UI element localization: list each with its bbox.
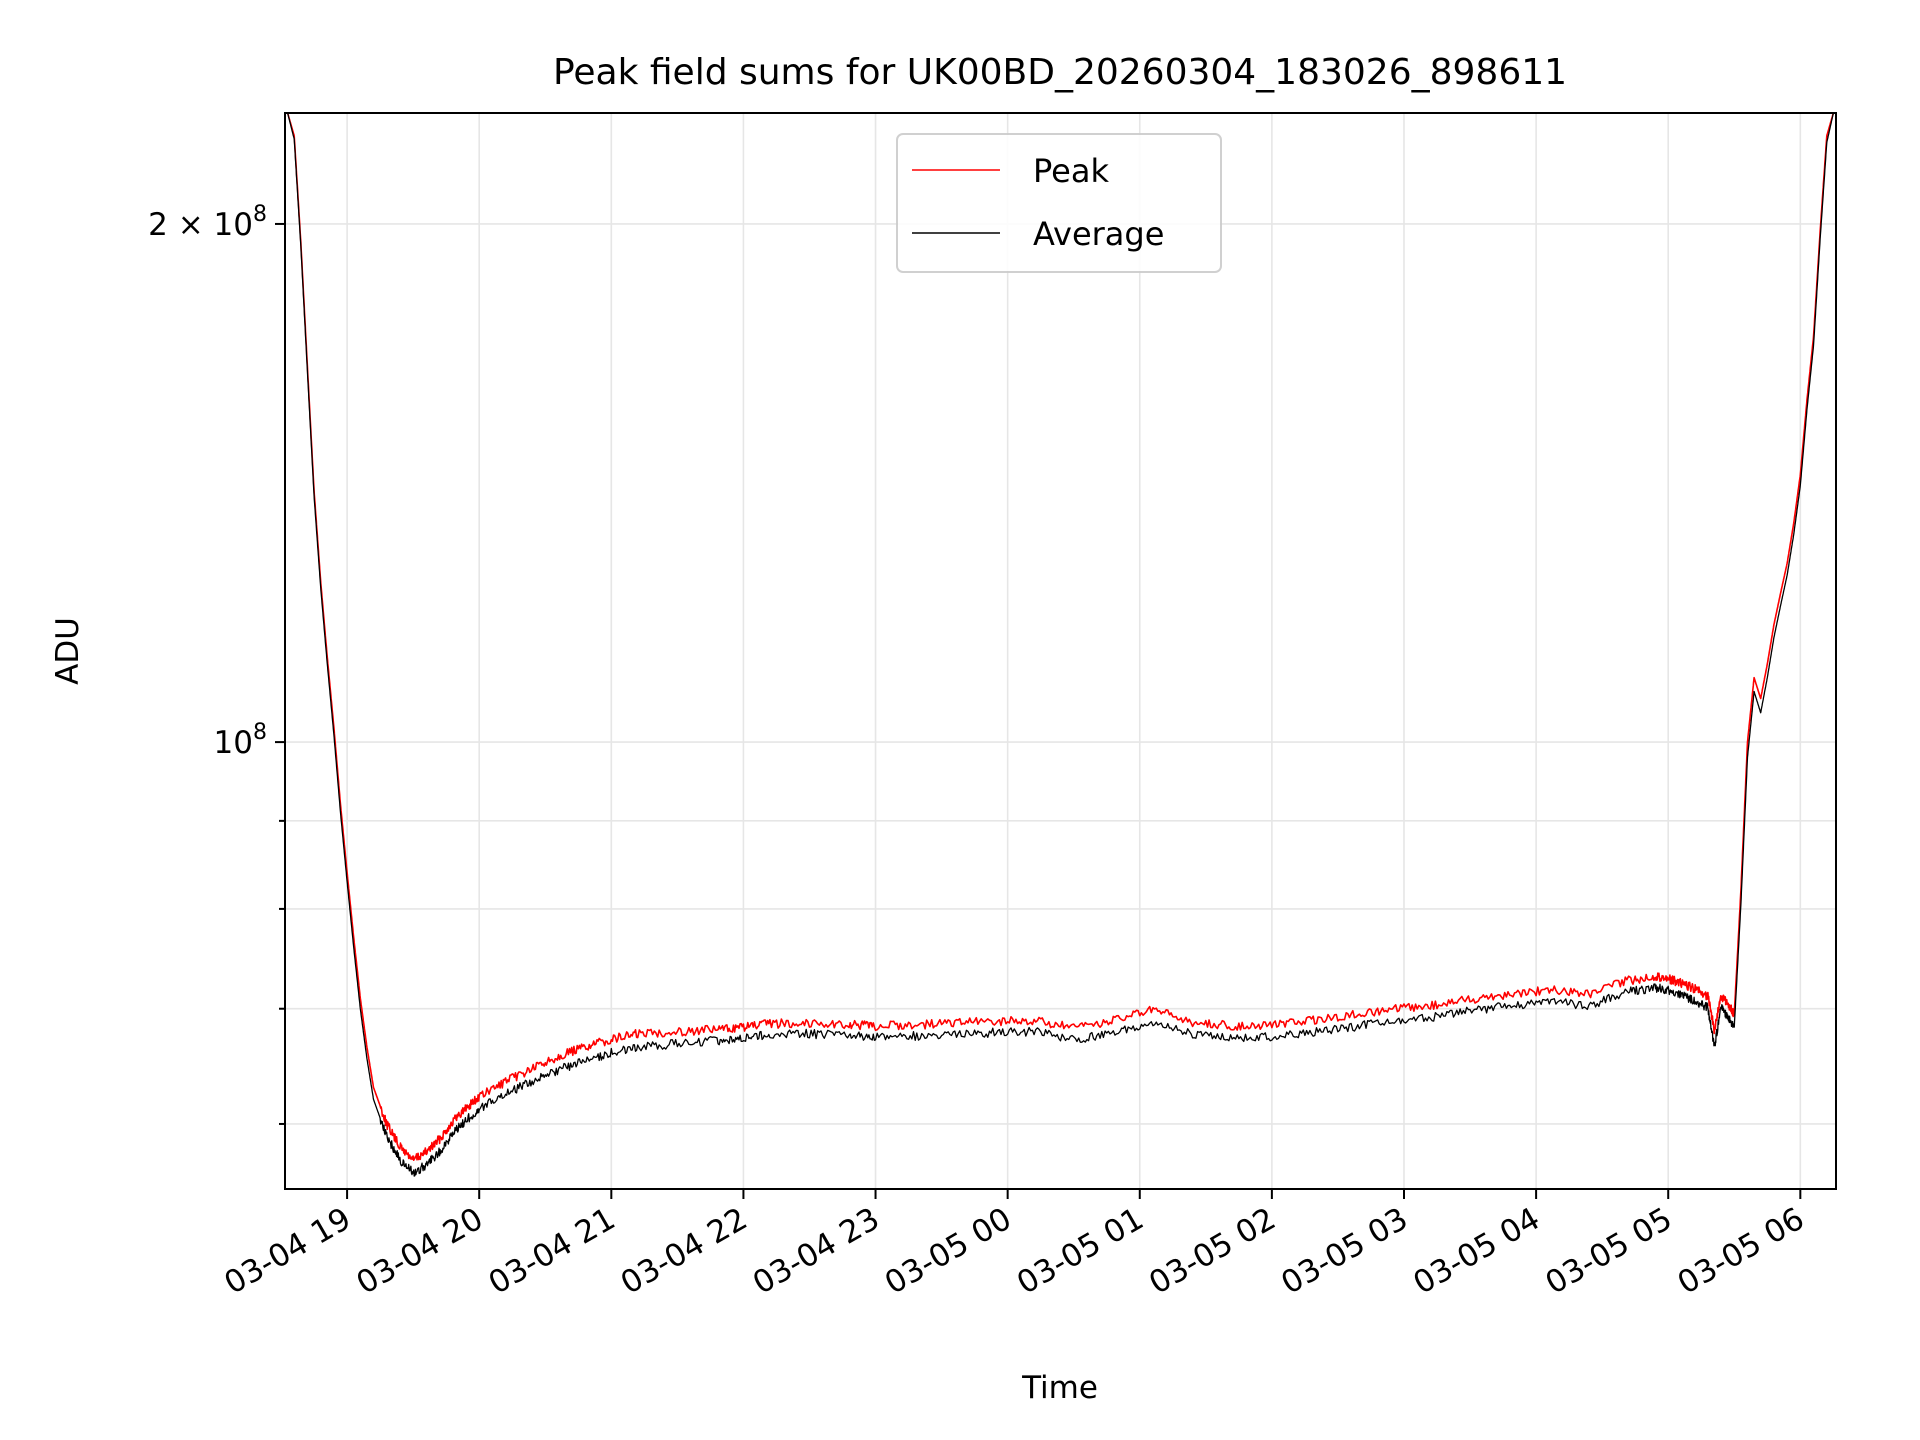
y-axis-label: ADU [50, 617, 86, 685]
x-tick-label: 03-05 04 [1407, 1201, 1546, 1302]
x-tick-label: 03-04 19 [218, 1201, 357, 1302]
plot-area-frame [284, 112, 1837, 1190]
y-tick-label: 2 × 108 [148, 202, 267, 243]
legend-frame [896, 133, 1222, 273]
series-line-average [286, 113, 1835, 1177]
x-tick-label: 03-05 01 [1011, 1201, 1150, 1302]
x-tick-label: 03-04 22 [615, 1201, 754, 1302]
series-layer [286, 113, 1835, 1177]
x-tick-label: 03-04 23 [747, 1201, 886, 1302]
x-tick-label: 03-05 03 [1275, 1201, 1414, 1302]
chart-title: Peak field sums for UK00BD_20260304_1830… [553, 52, 1567, 93]
x-tick-label: 03-05 06 [1672, 1201, 1811, 1302]
series-line-peak [286, 113, 1835, 1161]
legend-label-average: Average [1033, 215, 1164, 253]
x-tick-label: 03-04 20 [350, 1201, 489, 1302]
y-tick-label: 108 [214, 720, 267, 761]
x-tick-label: 03-05 02 [1143, 1201, 1282, 1302]
legend: Peak Average [896, 133, 1222, 273]
y-axis-ticks: 108 2 × 108 [148, 202, 285, 1125]
x-tick-label: 03-04 21 [483, 1201, 622, 1302]
x-axis-label: Time [1021, 1370, 1098, 1406]
legend-label-peak: Peak [1033, 152, 1109, 190]
x-tick-label: 03-05 05 [1540, 1201, 1679, 1302]
x-tick-label: 03-05 00 [879, 1201, 1018, 1302]
